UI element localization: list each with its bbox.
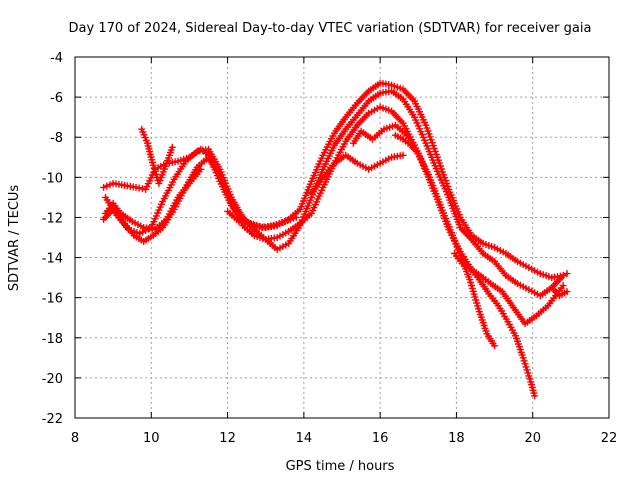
series-markers <box>548 284 571 300</box>
x-tick-label: 22 <box>601 431 618 446</box>
x-tick-label: 8 <box>71 431 79 446</box>
series-markers <box>102 87 567 300</box>
series-track-10 <box>391 131 422 157</box>
y-tick-label: -18 <box>42 332 63 347</box>
chart-title: Day 170 of 2024, Sidereal Day-to-day VTE… <box>69 21 592 36</box>
series-markers <box>224 207 300 231</box>
x-tick-label: 14 <box>296 431 313 446</box>
y-tick-label: -12 <box>42 211 63 226</box>
data-series <box>100 79 571 400</box>
grid <box>75 57 609 418</box>
y-tick-label: -20 <box>42 372 63 387</box>
series-markers <box>391 131 422 157</box>
series-track-9 <box>224 207 300 231</box>
series-markers <box>138 125 176 187</box>
x-tick-label: 16 <box>372 431 389 446</box>
y-axis-label: SDTVAR / TECUs <box>7 185 22 292</box>
series-track-8 <box>451 250 539 400</box>
y-tick-label: -8 <box>50 131 63 146</box>
x-tick-label: 18 <box>448 431 465 446</box>
series-track-1 <box>100 79 571 282</box>
y-tick-label: -16 <box>42 292 63 307</box>
series-track-11 <box>548 284 571 300</box>
series-markers <box>349 121 499 350</box>
x-tick-label: 20 <box>524 431 541 446</box>
x-tick-label: 12 <box>219 431 236 446</box>
y-tick-label: -14 <box>42 252 63 267</box>
series-markers <box>100 79 571 282</box>
series-track-6 <box>308 151 407 197</box>
series-markers <box>308 151 407 197</box>
series-track-7 <box>349 121 499 350</box>
y-tick-label: -6 <box>50 91 63 106</box>
x-axis-label: GPS time / hours <box>286 459 395 474</box>
x-tick-label: 10 <box>143 431 160 446</box>
plot-frame <box>74 56 610 419</box>
series-markers <box>451 250 539 400</box>
y-tick-label: -22 <box>42 412 63 427</box>
series-track-5 <box>138 125 176 187</box>
y-tick-label: -4 <box>50 51 63 66</box>
series-markers <box>102 165 205 233</box>
series-track-2 <box>102 87 567 300</box>
series-track-4 <box>102 165 205 233</box>
axis-ticks: 8 10 12 14 16 18 20 22 -4 -6 -8 -10 -12 -14 -16 -18 -20 -… <box>42 51 618 446</box>
y-tick-label: -10 <box>42 171 63 186</box>
